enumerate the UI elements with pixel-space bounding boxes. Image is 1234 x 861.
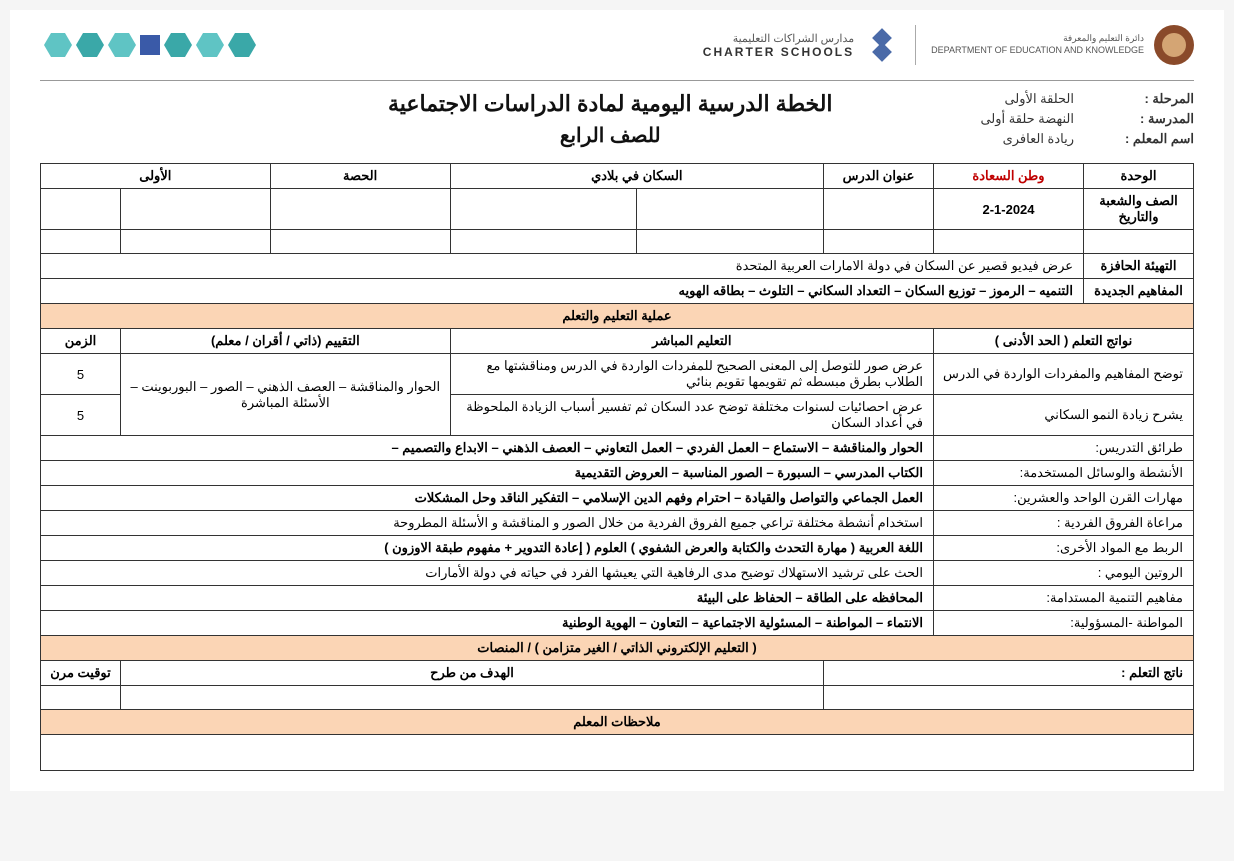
detail-label-0: طرائق التدريس: (934, 436, 1194, 461)
outcomes-header: نواتج التعلم ( الحد الأدنى ) (934, 329, 1194, 354)
title-block: الخطة الدرسية اليومية لمادة الدراسات الا… (240, 91, 980, 148)
detail-label-7: المواطنة -المسؤولية: (934, 611, 1194, 636)
detail-value-4: اللغة العربية ( مهارة التحدث والكتابة وا… (41, 536, 934, 561)
assessment-header: التقييم (ذاتي / أقران / معلم) (121, 329, 451, 354)
main-title: الخطة الدرسية اليومية لمادة الدراسات الا… (240, 91, 980, 117)
motivation-label: التهيئة الحافزة (1084, 254, 1194, 279)
detail-label-5: الروتين اليومي : (934, 561, 1194, 586)
unit-value: وطن السعادة (934, 164, 1084, 189)
time-0: 5 (41, 354, 121, 395)
detail-label-1: الأنشطة والوسائل المستخدمة: (934, 461, 1194, 486)
stage-value: الحلقة الأولى (1004, 91, 1074, 107)
process-section-header: عملية التعليم والتعلم (41, 304, 1194, 329)
authority-ar: دائرة التعليم والمعرفة (931, 33, 1144, 45)
outcome-0: توضح المفاهيم والمفردات الواردة في الدرس (934, 354, 1194, 395)
detail-value-0: الحوار والمناقشة – الاستماع – العمل الفر… (41, 436, 934, 461)
notes-header: ملاحظات المعلم (41, 710, 1194, 735)
motivation-value: عرض فيديو قصير عن السكان في دولة الامارا… (41, 254, 1084, 279)
charter-logo-block: مدارس الشراكات التعليمية CHARTER SCHOOLS (703, 27, 900, 63)
bottom-goal-label: الهدف من طرح (121, 661, 824, 686)
time-1: 5 (41, 395, 121, 436)
elearning-header: ( التعليم الإلكتروني الذاتي / الغير متزا… (41, 636, 1194, 661)
ornament-icon (864, 27, 900, 63)
lesson-title-label: عنوان الدرس (824, 164, 934, 189)
header-bar: دائرة التعليم والمعرفة DEPARTMENT OF EDU… (40, 20, 1194, 81)
direct-0: عرض صور للتوصل إلى المعنى الصحيح للمفردا… (450, 354, 933, 395)
bottom-outcome-label: ناتج التعلم : (824, 661, 1194, 686)
detail-value-2: العمل الجماعي والتواصل والقيادة – احترام… (41, 486, 934, 511)
detail-label-4: الربط مع المواد الأخرى: (934, 536, 1194, 561)
detail-label-3: مراعاة الفروق الفردية : (934, 511, 1194, 536)
concepts-label: المفاهيم الجديدة (1084, 279, 1194, 304)
concepts-value: التنميه – الرموز – توزيع السكان – التعدا… (41, 279, 1084, 304)
pattern-decoration (40, 33, 256, 57)
school-value: النهضة حلقة أولى (980, 111, 1074, 127)
lesson-title-value: السكان في بلادي (450, 164, 823, 189)
sub-title: للصف الرابع (240, 123, 980, 148)
period-label: الحصة (270, 164, 450, 189)
lesson-plan-table: الوحدة وطن السعادة عنوان الدرس السكان في… (40, 163, 1194, 771)
notes-body (41, 735, 1194, 771)
school-label: المدرسة : (1094, 111, 1194, 127)
separator (915, 25, 916, 65)
direct-teaching-header: التعليم المباشر (450, 329, 933, 354)
period-value: الأولى (41, 164, 271, 189)
authority-logo-block: دائرة التعليم والمعرفة DEPARTMENT OF EDU… (931, 25, 1194, 65)
class-date-label: الصف والشعبة والتاريخ (1084, 189, 1194, 230)
bottom-timing-label: توقيت مرن (41, 661, 121, 686)
authority-en: DEPARTMENT OF EDUCATION AND KNOWLEDGE (931, 45, 1144, 57)
direct-1: عرض احصائيات لسنوات مختلفة توضح عدد السك… (450, 395, 933, 436)
charter-text-block: مدارس الشراكات التعليمية CHARTER SCHOOLS (703, 32, 854, 59)
detail-value-1: الكتاب المدرسي – السبورة – الصور المناسب… (41, 461, 934, 486)
authority-logo-icon (1154, 25, 1194, 65)
detail-label-6: مفاهيم التنمية المستدامة: (934, 586, 1194, 611)
charter-ar: مدارس الشراكات التعليمية (703, 32, 854, 45)
teacher-label: اسم المعلم : (1094, 131, 1194, 147)
assessment-merged: الحوار والمناقشة – العصف الذهني – الصور … (121, 354, 451, 436)
detail-value-7: الانتماء – المواطنة – المسئولية الاجتماع… (41, 611, 934, 636)
date-value: 2-1-2024 (934, 189, 1084, 230)
teacher-value: ريادة العافرى (1003, 131, 1074, 147)
time-header: الزمن (41, 329, 121, 354)
detail-value-3: استخدام أنشطة مختلفة تراعي جميع الفروق ا… (41, 511, 934, 536)
detail-label-2: مهارات القرن الواحد والعشرين: (934, 486, 1194, 511)
detail-value-6: المحافظه على الطاقة – الحفاظ على البيئة (41, 586, 934, 611)
unit-label: الوحدة (1084, 164, 1194, 189)
detail-value-5: الحث على ترشيد الاستهلاك توضيح مدى الرفا… (41, 561, 934, 586)
stage-label: المرحلة : (1094, 91, 1194, 107)
outcome-1: يشرح زيادة النمو السكاني (934, 395, 1194, 436)
charter-en: CHARTER SCHOOLS (703, 45, 854, 59)
authority-text: دائرة التعليم والمعرفة DEPARTMENT OF EDU… (931, 33, 1144, 56)
meta-list: المرحلة : الحلقة الأولى المدرسة : النهضة… (980, 91, 1194, 151)
